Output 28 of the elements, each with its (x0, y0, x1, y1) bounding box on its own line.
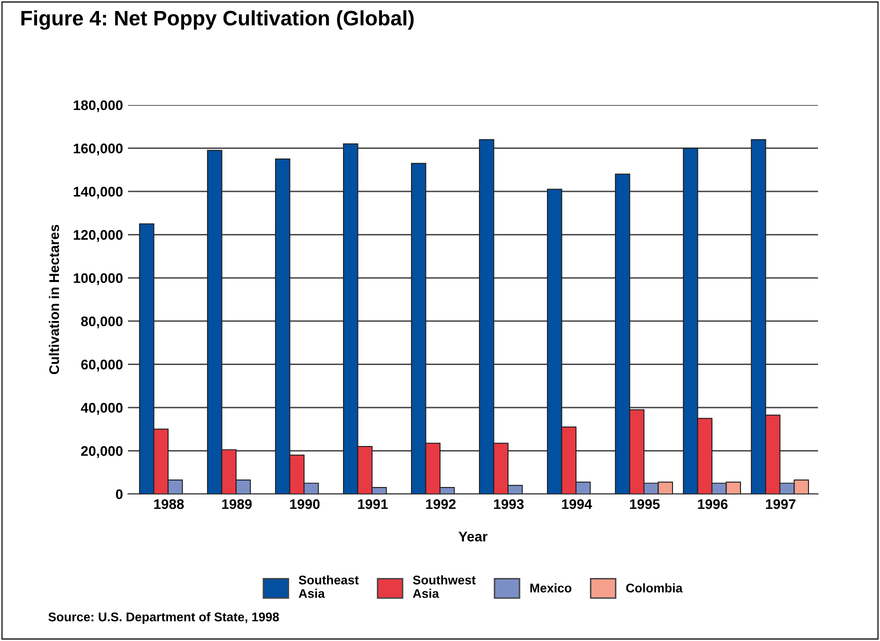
y-tick-label: 60,000 (81, 360, 123, 372)
source-note: Source: U.S. Department of State, 1998 (48, 612, 279, 624)
x-tick-label: 1988 (154, 499, 184, 510)
x-tick-label: 1993 (494, 499, 524, 510)
y-tick-label: 160,000 (74, 144, 123, 156)
y-tick-label: 100,000 (74, 273, 123, 286)
y-tick-label: 20,000 (81, 446, 123, 458)
x-axis-title: Year (458, 532, 488, 542)
x-tick-label: 1990 (290, 499, 320, 510)
legend-label: Colombia (626, 583, 683, 592)
legend-label: Mexico (530, 583, 572, 592)
y-tick-label: 180,000 (74, 100, 123, 112)
y-tick-label: 120,000 (74, 230, 123, 242)
legend-label: Southwest Asia (412, 575, 476, 598)
y-axis-title: Cultivation in Hectares (48, 224, 60, 374)
x-tick-label: 1989 (222, 499, 252, 510)
y-tick-label: 0 (116, 489, 123, 500)
x-tick-label: 1994 (562, 499, 592, 510)
x-tick-label: 1991 (358, 499, 388, 510)
chart-title: Figure 4: Net Poppy Cultivation (Global) (21, 10, 414, 30)
x-tick-label: 1992 (426, 499, 456, 510)
y-tick-label: 80,000 (81, 316, 123, 328)
y-tick-label: 140,000 (74, 186, 123, 199)
legend-label: Southeast Asia (298, 575, 359, 598)
x-tick-label: 1995 (630, 499, 660, 510)
x-tick-label: 1996 (698, 499, 728, 510)
x-tick-label: 1997 (766, 499, 796, 510)
y-tick-label: 40,000 (80, 402, 123, 415)
